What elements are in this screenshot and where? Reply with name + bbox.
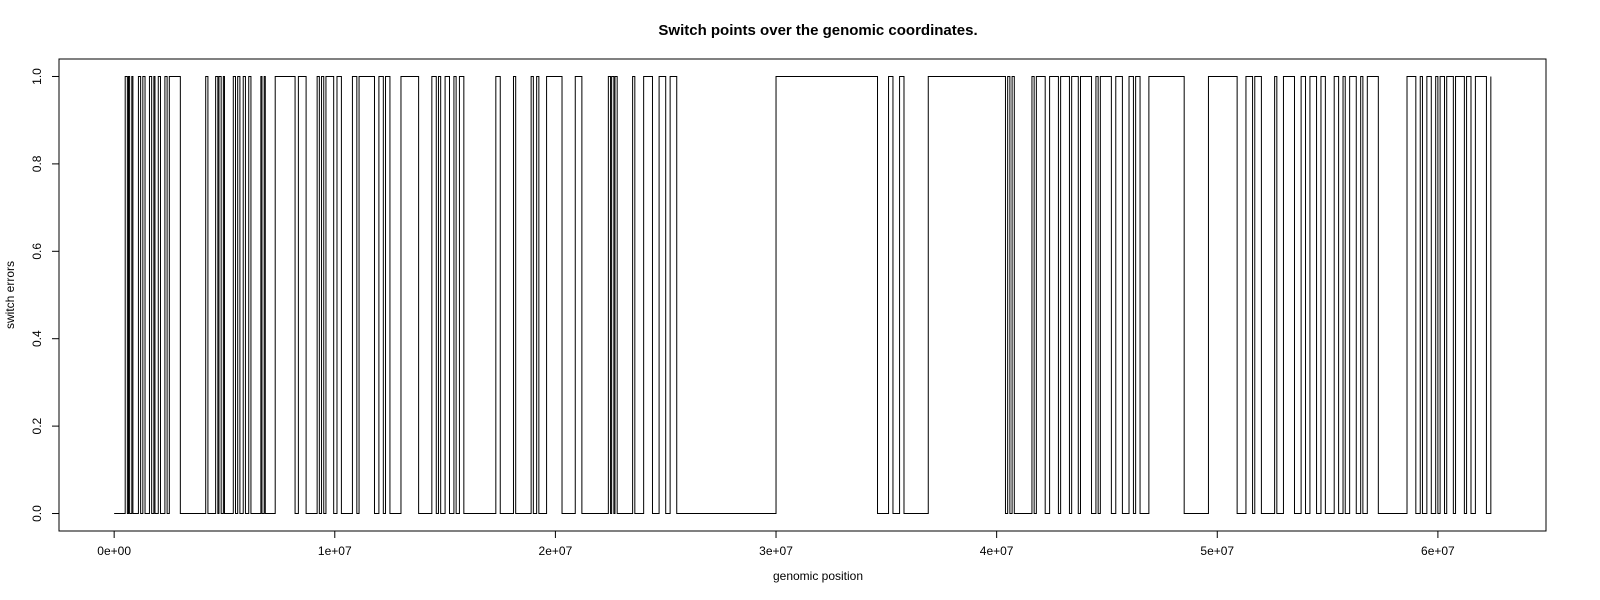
x-tick-label: 2e+07 (539, 544, 573, 558)
y-tick-label: 0.6 (30, 243, 44, 260)
y-tick-label: 0.2 (30, 417, 44, 434)
y-tick-label: 0.8 (30, 155, 44, 172)
x-tick-label: 3e+07 (759, 544, 793, 558)
y-tick-label: 0.0 (30, 505, 44, 522)
x-axis: 0e+00 1e+07 2e+07 3e+07 4e+07 5e+07 6e+07 (97, 531, 1455, 558)
y-tick-label: 1.0 (30, 68, 44, 85)
chart-title: Switch points over the genomic coordinat… (658, 22, 977, 39)
series-line (114, 75, 1492, 515)
y-axis-label: switch errors (3, 261, 17, 329)
y-tick-label: 0.4 (30, 330, 44, 347)
x-tick-label: 4e+07 (980, 544, 1014, 558)
x-tick-label: 1e+07 (318, 544, 352, 558)
x-tick-label: 0e+00 (97, 544, 131, 558)
x-axis-label: genomic position (773, 569, 863, 583)
plot-frame (58, 58, 1547, 532)
y-axis: 0.0 0.2 0.4 0.6 0.8 1.0 (30, 68, 59, 522)
x-tick-label: 5e+07 (1200, 544, 1234, 558)
x-tick-label: 6e+07 (1421, 544, 1455, 558)
